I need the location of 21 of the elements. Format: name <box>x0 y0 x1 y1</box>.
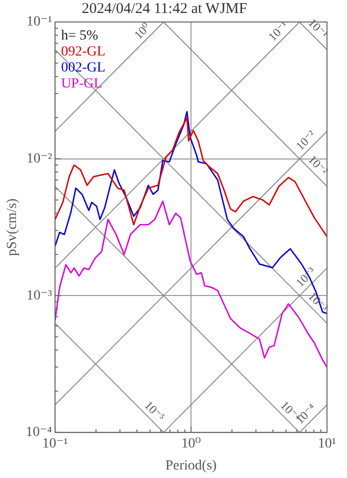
y-axis-title: pSv(cm/s) <box>5 198 20 256</box>
text: 092-GL <box>61 44 106 60</box>
annotation: 10⁻³ <box>292 264 319 290</box>
y-tick-label: 10⁻¹ <box>26 14 52 30</box>
annotation: 10⁻² <box>305 152 332 178</box>
annotation: 10⁻³ <box>305 289 332 315</box>
text: UP-GL <box>61 76 102 92</box>
text: 002-GL <box>61 60 106 76</box>
chart-title: 2024/04/24 11:42 at WJMF <box>82 0 248 17</box>
legend-title: h= 5% <box>61 28 98 44</box>
x-tick-label: 10¹ <box>318 436 336 452</box>
annotation: 10⁻² <box>292 127 319 153</box>
y-tick-label: 10⁻² <box>26 151 52 166</box>
annotation: 10⁰ <box>131 20 154 42</box>
x-tick-label: 10⁰ <box>181 436 202 452</box>
annotation: 10⁻¹ <box>265 18 292 44</box>
annotation: 10⁻¹ <box>305 16 332 42</box>
x-axis-title: Period(s) <box>165 458 218 474</box>
x-tick-label: 10⁻¹ <box>42 436 68 452</box>
annotation: 10⁻⁵ <box>142 398 168 424</box>
y-tick-label: 10⁻³ <box>26 288 52 304</box>
